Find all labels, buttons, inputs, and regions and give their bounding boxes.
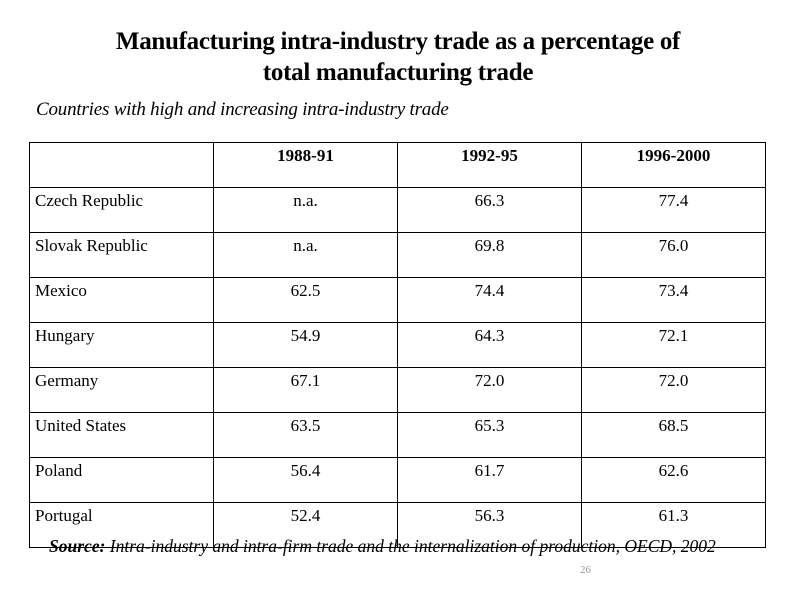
country-cell: Portugal — [29, 502, 214, 548]
page-number: 26 — [580, 564, 591, 576]
value-cell: 62.6 — [581, 457, 766, 503]
value-cell: 61.3 — [581, 502, 766, 548]
value-cell: 63.5 — [213, 412, 398, 458]
table-row: Hungary 54.9 64.3 72.1 — [29, 322, 766, 368]
column-header: 1988-91 — [213, 142, 398, 188]
value-cell: 68.5 — [581, 412, 766, 458]
country-cell: Slovak Republic — [29, 232, 214, 278]
table-row: United States 63.5 65.3 68.5 — [29, 412, 766, 458]
value-cell: 72.0 — [397, 367, 582, 413]
value-cell: 77.4 — [581, 187, 766, 233]
country-cell: Mexico — [29, 277, 214, 323]
table-row: Germany 67.1 72.0 72.0 — [29, 367, 766, 413]
country-cell: United States — [29, 412, 214, 458]
trade-table: 1988-91 1992-95 1996-2000 Czech Republic n.… — [29, 142, 766, 548]
table-row: Czech Republic n.a. 66.3 77.4 — [29, 187, 766, 233]
value-cell: 72.0 — [581, 367, 766, 413]
value-cell: 66.3 — [397, 187, 582, 233]
country-cell: Hungary — [29, 322, 214, 368]
value-cell: 65.3 — [397, 412, 582, 458]
value-cell: 76.0 — [581, 232, 766, 278]
table-header-row: 1988-91 1992-95 1996-2000 — [29, 142, 766, 188]
value-cell: 64.3 — [397, 322, 582, 368]
value-cell: 54.9 — [213, 322, 398, 368]
header-corner-cell — [29, 142, 214, 188]
table-row: Portugal 52.4 56.3 61.3 — [29, 502, 766, 548]
value-cell: 56.4 — [213, 457, 398, 503]
source-note: Source: Intra-industry and intra-firm tr… — [49, 534, 779, 558]
value-cell: 67.1 — [213, 367, 398, 413]
source-label: Source: — [49, 536, 106, 556]
value-cell: n.a. — [213, 187, 398, 233]
slide-title: Manufacturing intra-industry trade as a … — [0, 26, 796, 88]
source-text: Intra-industry and intra-firm trade and … — [105, 536, 716, 556]
title-line-1: Manufacturing intra-industry trade as a … — [115, 28, 681, 55]
column-header: 1992-95 — [397, 142, 582, 188]
table-row: Mexico 62.5 74.4 73.4 — [29, 277, 766, 323]
value-cell: 62.5 — [213, 277, 398, 323]
value-cell: 72.1 — [581, 322, 766, 368]
country-cell: Poland — [29, 457, 214, 503]
country-cell: Czech Republic — [29, 187, 214, 233]
title-line-2: total manufacturing trade — [262, 59, 534, 86]
value-cell: 74.4 — [397, 277, 582, 323]
value-cell: 69.8 — [397, 232, 582, 278]
country-cell: Germany — [29, 367, 214, 413]
column-header: 1996-2000 — [581, 142, 766, 188]
value-cell: 73.4 — [581, 277, 766, 323]
table-row: Slovak Republic n.a. 69.8 76.0 — [29, 232, 766, 278]
table-row: Poland 56.4 61.7 62.6 — [29, 457, 766, 503]
slide-subtitle: Countries with high and increasing intra… — [36, 99, 449, 120]
value-cell: 61.7 — [397, 457, 582, 503]
value-cell: n.a. — [213, 232, 398, 278]
value-cell: 52.4 — [213, 502, 398, 548]
